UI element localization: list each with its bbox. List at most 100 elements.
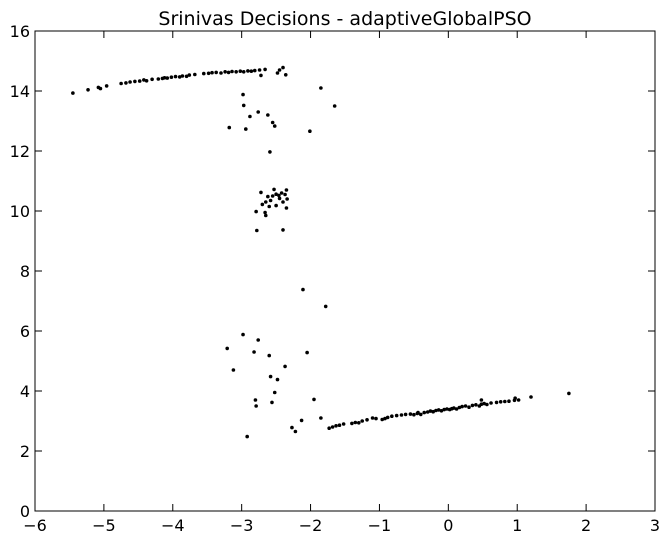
data-point xyxy=(319,416,323,420)
data-point xyxy=(226,70,231,75)
data-point xyxy=(272,124,277,128)
data-point xyxy=(266,194,270,199)
data-point xyxy=(327,426,331,431)
data-point xyxy=(374,416,378,421)
data-point xyxy=(277,68,282,72)
data-point xyxy=(119,81,123,86)
data-point xyxy=(210,70,214,75)
data-point xyxy=(332,104,337,108)
data-point xyxy=(279,191,284,195)
data-point xyxy=(241,70,246,74)
x-tick-label: 0 xyxy=(443,516,453,535)
data-point xyxy=(124,81,128,85)
data-point xyxy=(439,409,444,413)
data-point xyxy=(428,409,433,413)
data-point xyxy=(370,416,375,420)
data-point xyxy=(485,402,489,407)
y-tick-label: 2 xyxy=(20,442,30,461)
y-tick-label: 6 xyxy=(20,322,30,341)
data-point xyxy=(254,404,258,408)
data-point xyxy=(283,192,287,197)
data-point xyxy=(248,114,252,119)
chart-title: Srinivas Decisions - adaptiveGlobalPSO xyxy=(158,8,531,30)
data-point xyxy=(177,75,182,79)
data-point xyxy=(454,407,459,411)
data-point xyxy=(144,79,149,83)
data-point xyxy=(334,424,338,428)
data-point xyxy=(507,399,511,404)
data-point xyxy=(252,68,257,73)
data-point xyxy=(249,69,254,73)
data-point xyxy=(350,421,354,426)
data-point xyxy=(457,405,462,410)
y-tick-label: 4 xyxy=(20,382,30,401)
data-point xyxy=(201,71,206,76)
data-point xyxy=(412,412,416,417)
y-tick-label: 16 xyxy=(10,22,30,41)
data-point xyxy=(418,412,423,417)
data-point xyxy=(86,88,90,92)
data-point xyxy=(319,86,323,90)
data-point xyxy=(244,127,248,131)
data-point xyxy=(263,210,267,215)
data-point xyxy=(452,406,456,410)
data-point xyxy=(277,196,282,201)
x-tick-label: −5 xyxy=(92,516,116,535)
data-point xyxy=(281,228,285,232)
y-tick-label: 8 xyxy=(20,262,30,281)
data-point xyxy=(467,405,471,410)
data-point xyxy=(263,213,268,218)
data-point xyxy=(380,417,385,422)
data-point xyxy=(479,402,484,407)
x-tick-label: −4 xyxy=(161,516,185,535)
data-point xyxy=(272,187,276,192)
data-point xyxy=(516,398,521,402)
data-point xyxy=(256,338,261,342)
data-point xyxy=(293,429,298,434)
data-point xyxy=(360,419,365,423)
data-point xyxy=(259,190,263,195)
y-tick-labels: 0 2 4 6 8 10 12 14 16 xyxy=(10,22,30,521)
data-point xyxy=(285,197,289,201)
data-point xyxy=(470,403,475,408)
x-tick-label: −6 xyxy=(23,516,47,535)
x-tick-label: −1 xyxy=(368,516,392,535)
data-point xyxy=(193,72,197,77)
data-point xyxy=(187,73,192,77)
data-point xyxy=(394,413,399,418)
x-tick-label: 1 xyxy=(512,516,522,535)
data-point xyxy=(436,408,441,412)
data-point xyxy=(268,150,272,154)
data-point xyxy=(445,407,449,411)
data-point xyxy=(245,434,249,439)
data-point xyxy=(283,73,288,77)
data-point xyxy=(128,80,132,84)
y-tick-label: 14 xyxy=(10,82,30,101)
data-point xyxy=(225,346,229,351)
x-tick-label: 2 xyxy=(581,516,591,535)
data-point xyxy=(308,129,312,133)
data-point xyxy=(498,400,503,404)
data-point xyxy=(390,414,394,419)
data-point xyxy=(301,287,305,292)
data-point xyxy=(270,120,275,125)
data-point xyxy=(259,73,263,78)
data-point xyxy=(281,65,285,70)
data-point xyxy=(272,390,277,395)
data-point xyxy=(305,350,309,355)
x-tick-label: −2 xyxy=(299,516,323,535)
data-point xyxy=(479,398,484,402)
data-point xyxy=(489,401,493,405)
data-point xyxy=(165,76,170,80)
data-point xyxy=(260,202,265,207)
data-point xyxy=(230,69,234,74)
y-tick-label: 12 xyxy=(10,142,30,161)
data-point xyxy=(227,125,232,130)
data-point xyxy=(246,69,250,73)
data-point xyxy=(281,200,285,204)
data-point xyxy=(169,75,174,79)
data-point xyxy=(275,71,280,75)
data-point xyxy=(330,425,335,429)
data-point xyxy=(255,228,259,233)
data-point xyxy=(231,368,236,372)
